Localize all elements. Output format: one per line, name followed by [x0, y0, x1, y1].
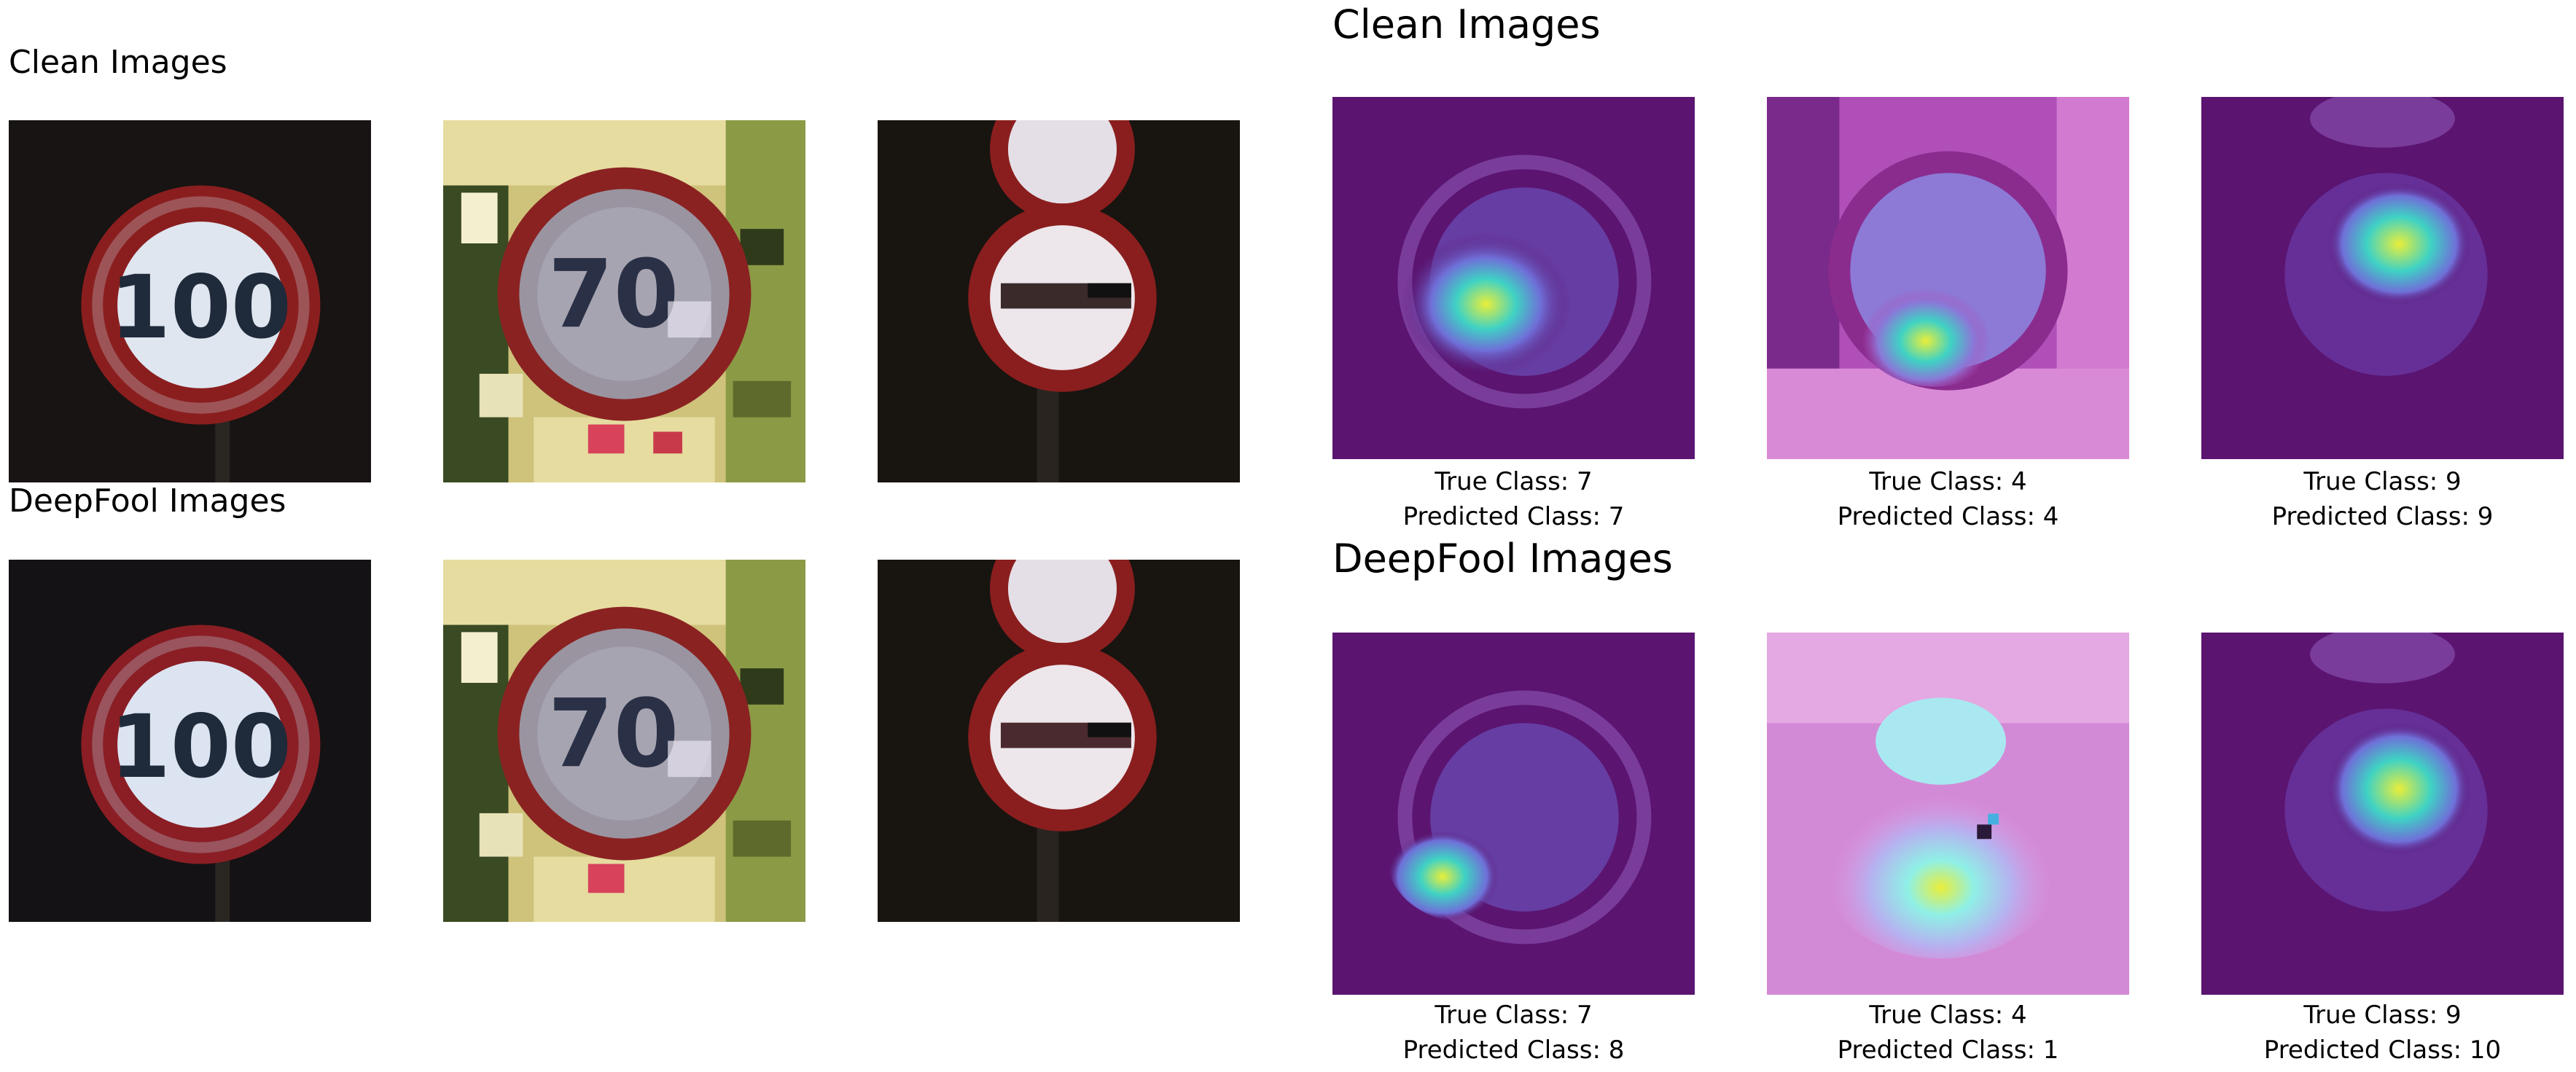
- left-clean-tile-3: [878, 120, 1240, 482]
- saliency-heatmap-icon: [1767, 633, 2129, 995]
- left-deepfool-tile-2: 70: [443, 560, 805, 922]
- true-class-label: True Class: 4: [1869, 467, 2027, 496]
- saliency-heatmap-icon: [2201, 633, 2564, 995]
- right-clean-caption-2: True Class: 4 Predicted Class: 4: [1767, 464, 2129, 534]
- saliency-heatmap-icon: [1767, 97, 2129, 459]
- left-deepfool-tile-3: [878, 560, 1240, 922]
- right-clean-caption-1: True Class: 7 Predicted Class: 7: [1332, 464, 1695, 534]
- true-class-label: True Class: 9: [2303, 1001, 2462, 1030]
- predicted-class-label: Predicted Class: 10: [2263, 1036, 2502, 1065]
- predicted-class-label: Predicted Class: 4: [1837, 502, 2059, 531]
- true-class-label: True Class: 7: [1435, 1001, 1593, 1030]
- predicted-class-label: Predicted Class: 1: [1837, 1036, 2059, 1065]
- right-deepfool-heatmap-1: [1332, 633, 1695, 995]
- left-deepfool-tile-1: 100: [9, 560, 371, 922]
- right-deepfool-caption-1: True Class: 7 Predicted Class: 8: [1332, 998, 1695, 1068]
- left-clean-tile-2: 70: [443, 120, 805, 482]
- predicted-class-label: Predicted Class: 7: [1402, 502, 1625, 531]
- speed-limit-100-sign-icon: 100: [9, 560, 371, 922]
- left-deepfool-title: DeepFool Images: [9, 482, 286, 520]
- saliency-heatmap-icon: [2201, 97, 2564, 459]
- sign-text: 100: [110, 257, 292, 359]
- right-clean-heatmap-1: [1332, 97, 1695, 459]
- right-clean-heatmap-3: [2201, 97, 2564, 459]
- right-deepfool-caption-2: True Class: 4 Predicted Class: 1: [1767, 998, 2129, 1068]
- left-clean-tile-1: 100: [9, 120, 371, 482]
- right-clean-title: Clean Images: [1332, 1, 1601, 47]
- predicted-class-label: Predicted Class: 9: [2271, 502, 2494, 531]
- true-class-label: True Class: 4: [1869, 1001, 2027, 1030]
- true-class-label: True Class: 7: [1435, 467, 1593, 496]
- sign-text: 100: [110, 697, 292, 798]
- no-entry-sign-icon: [878, 560, 1240, 922]
- right-deepfool-heatmap-3: [2201, 633, 2564, 995]
- saliency-heatmap-icon: [1332, 633, 1695, 995]
- sign-text: 70: [548, 679, 679, 789]
- predicted-class-label: Predicted Class: 8: [1402, 1036, 1625, 1065]
- speed-limit-70-sign-icon: 70: [443, 120, 805, 482]
- speed-limit-100-sign-icon: 100: [9, 120, 371, 482]
- left-clean-title: Clean Images: [9, 44, 227, 81]
- sign-text: 70: [548, 240, 679, 349]
- right-deepfool-heatmap-2: [1767, 633, 2129, 995]
- no-entry-sign-icon: [878, 120, 1240, 482]
- right-clean-caption-3: True Class: 9 Predicted Class: 9: [2201, 464, 2564, 534]
- speed-limit-70-sign-icon: 70: [443, 560, 805, 922]
- right-deepfool-title: DeepFool Images: [1332, 536, 1673, 582]
- saliency-heatmap-icon: [1332, 97, 1695, 459]
- right-deepfool-caption-3: True Class: 9 Predicted Class: 10: [2201, 998, 2564, 1068]
- right-clean-heatmap-2: [1767, 97, 2129, 459]
- true-class-label: True Class: 9: [2303, 467, 2462, 496]
